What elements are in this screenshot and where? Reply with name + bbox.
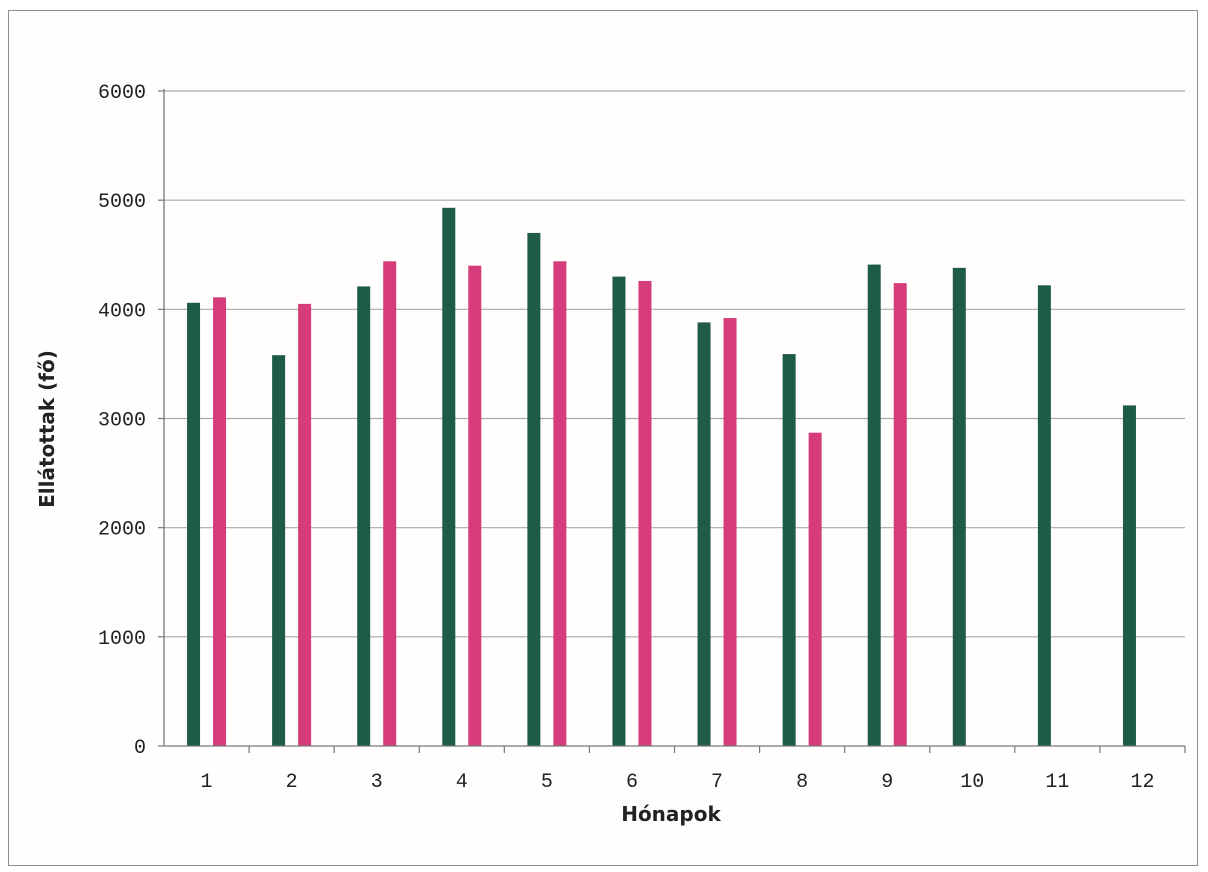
bar-series-2-month-7 <box>723 318 737 746</box>
bar-series-1-month-9 <box>867 264 881 746</box>
bar-series-2-month-4 <box>468 265 482 746</box>
bar-series-1-month-3 <box>357 286 371 746</box>
gridlines <box>164 90 1185 638</box>
x-tick-label: 5 <box>541 771 553 794</box>
axes <box>158 89 1186 753</box>
bar-series-1-month-12 <box>1122 405 1136 746</box>
bar-series-1-month-1 <box>187 302 201 746</box>
bar-series-2-month-8 <box>808 432 822 746</box>
bar-series-2-month-3 <box>383 261 397 746</box>
y-tick-labels: 0 1000 2000 3000 4000 5000 6000 <box>98 82 146 760</box>
y-tick-label: 2000 <box>98 519 146 542</box>
bar-series-1-month-8 <box>782 354 796 746</box>
x-tick-label: 6 <box>626 771 638 794</box>
y-axis-title: Ellátottak (fő) <box>35 350 59 508</box>
bar-series-1-month-4 <box>442 207 456 746</box>
bar-series-2-month-2 <box>298 303 312 746</box>
bar-series-2-month-9 <box>893 283 907 746</box>
y-tick-label: 5000 <box>98 191 146 214</box>
bar-series-2-month-6 <box>638 280 652 746</box>
y-tick-label: 0 <box>134 737 146 760</box>
x-tick-labels: 1 2 3 4 5 6 7 8 9 10 11 12 <box>201 771 1155 794</box>
bar-series-1-month-6 <box>612 276 626 746</box>
chart-frame: 0 1000 2000 3000 4000 5000 6000 1 2 3 4 5 6 7 8 9 10 11 1… <box>8 10 1198 866</box>
x-tick-label: 4 <box>456 771 468 794</box>
x-tick-label: 9 <box>881 771 893 794</box>
x-tick-label: 12 <box>1130 771 1154 794</box>
x-axis-title: Hónapok <box>621 802 721 826</box>
bar-series-1-month-7 <box>697 322 711 746</box>
y-tick-label: 3000 <box>98 410 146 433</box>
bar-series-1-month-10 <box>952 267 966 746</box>
x-tick-label: 10 <box>960 771 984 794</box>
y-tick-label: 4000 <box>98 300 146 323</box>
bar-series-1-month-11 <box>1037 285 1051 746</box>
x-tick-label: 3 <box>371 771 383 794</box>
bar-series-1-month-5 <box>527 232 541 746</box>
y-tick-label: 1000 <box>98 628 146 651</box>
x-tick-label: 1 <box>201 771 213 794</box>
bar-series-2-month-5 <box>553 261 567 746</box>
bar-series-2-month-1 <box>213 297 227 746</box>
x-tick-label: 2 <box>286 771 298 794</box>
y-tick-label: 6000 <box>98 82 146 105</box>
bar-series-1-month-2 <box>272 355 286 746</box>
x-tick-label: 8 <box>796 771 808 794</box>
x-tick-label: 11 <box>1045 771 1069 794</box>
x-tick-label: 7 <box>711 771 723 794</box>
bars <box>187 207 1136 746</box>
